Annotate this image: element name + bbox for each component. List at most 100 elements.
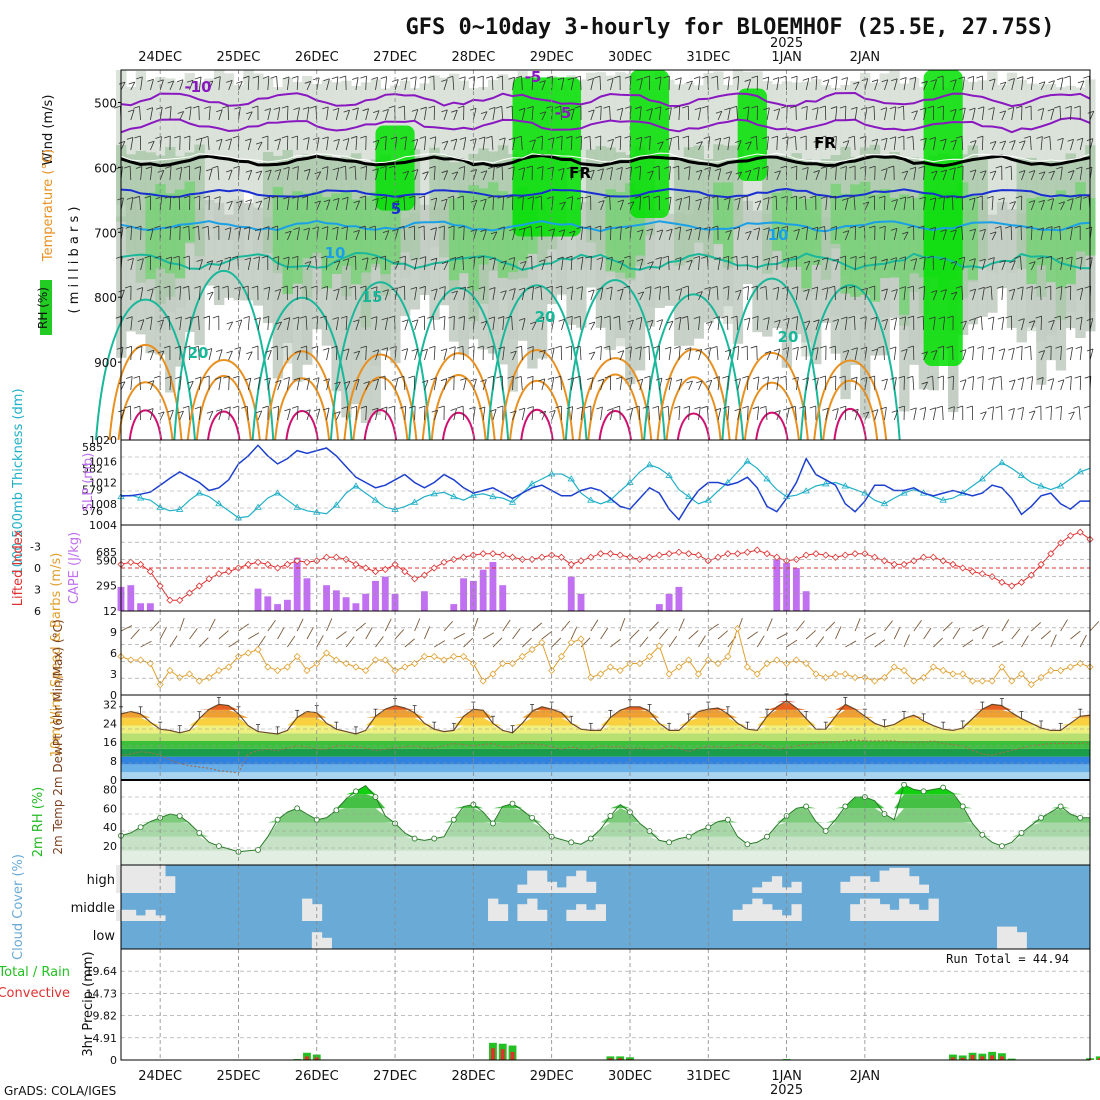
wind-barb-flag: [203, 315, 210, 319]
diurnal-temp-contour: [108, 343, 183, 441]
wind-barb-flag: [585, 255, 592, 259]
wind-barb-flag: [880, 406, 887, 410]
wind-barb: [844, 286, 848, 301]
wind-barb-flag: [310, 285, 318, 289]
wind-barb: [600, 346, 602, 361]
wind-barb: [923, 286, 926, 301]
wind-barb-flag: [547, 137, 555, 141]
wind-barb: [551, 410, 556, 421]
wind-barb-flag: [185, 106, 192, 110]
wind-barb-flag: [822, 318, 829, 322]
wind-barb: [1079, 166, 1083, 181]
wind-barb-flag: [1048, 319, 1055, 323]
wind-barb: [649, 320, 654, 331]
date-label-top: 2JAN: [850, 50, 881, 65]
wind-barb: [805, 377, 809, 391]
wind-barb: [531, 406, 534, 421]
wind-barb: [668, 197, 672, 211]
wind-barb: [482, 136, 486, 151]
wind-barb: [326, 347, 330, 361]
wind-barb-flag: [372, 349, 379, 353]
wind-barb: [305, 286, 308, 301]
wind-barb-10m: [1060, 619, 1068, 632]
wind-barb: [678, 288, 683, 301]
wind-barb-flag: [741, 345, 748, 349]
wind-barb-10m: [561, 620, 571, 632]
wind-barb: [776, 227, 780, 241]
wind-barb: [600, 106, 602, 121]
wind-barb: [452, 76, 455, 91]
wind-barb-flag: [192, 345, 199, 349]
wind-barb-flag: [352, 107, 359, 111]
wind-barb: [619, 260, 625, 271]
lifted-index-marker: [743, 548, 751, 556]
wind-barb-flag: [969, 169, 977, 173]
lifted-index-marker: [734, 550, 742, 558]
wind-barb: [277, 256, 280, 271]
lifted-index-marker: [714, 553, 722, 561]
wind-barb-flag: [340, 285, 347, 289]
wind-barb-flag: [419, 285, 426, 289]
wind-barb-flag: [182, 225, 189, 229]
precip-ytick: 19.64: [86, 965, 118, 978]
lifted-index-marker: [939, 557, 947, 565]
rh-shade-cell: [370, 217, 381, 416]
wind-barb-flag: [382, 289, 389, 292]
wind-barb-flag: [734, 289, 742, 293]
rh-shade-cell: [1045, 198, 1057, 283]
wind-barb: [923, 381, 928, 391]
wind-barb-flag: [782, 286, 789, 290]
wind-barb: [208, 168, 213, 181]
temp-fill-band: [121, 764, 1090, 773]
wind-barb: [531, 139, 536, 151]
wind-barb-flag: [510, 410, 517, 414]
lifted-index-marker: [283, 560, 291, 568]
wind-barb: [453, 316, 455, 331]
wind-barb: [227, 286, 230, 301]
diurnal-temp-contour: [578, 357, 653, 441]
freezing-level-contour: [120, 153, 1091, 168]
wind-barb: [217, 166, 220, 181]
wind-barb-flag: [146, 107, 153, 111]
wind-barb-flag: [800, 135, 807, 139]
wind-barb-flag: [1026, 285, 1033, 289]
wind-barb-flag: [858, 225, 865, 229]
wind-barb-flag: [939, 257, 946, 261]
wind-barb-flag: [359, 225, 366, 229]
wind-barb-flag: [950, 139, 957, 143]
wind-barb: [1050, 406, 1053, 421]
wind-barb-flag: [703, 136, 710, 140]
thickness-marker: [430, 490, 438, 497]
wind-barb-flag: [976, 135, 984, 139]
wind-speed-marker: [1057, 666, 1065, 675]
cape-axis-label: CAPE (J/kg): [67, 532, 82, 604]
wind-barb: [1078, 406, 1081, 421]
wind-barb: [179, 286, 182, 301]
wind-barb-10m: [688, 630, 699, 640]
wind-barb: [277, 107, 281, 121]
wind-barb: [893, 106, 897, 121]
wind-barb-flag: [704, 347, 711, 351]
wind-barb-10m: [287, 635, 296, 648]
wind-barb-flag: [652, 165, 660, 169]
wind-barb-flag: [460, 377, 467, 381]
wind-barb: [874, 348, 879, 361]
wind-barb-flag: [871, 409, 879, 413]
wind-barb-flag: [822, 79, 830, 83]
wind-barb: [590, 351, 596, 361]
wind-barb-flag: [1034, 405, 1041, 409]
wind-barb: [962, 379, 967, 391]
wind-barb-flag: [740, 195, 748, 199]
wind-barb: [179, 410, 184, 421]
wind-barb-flag: [829, 195, 836, 199]
wind-barb-flag: [1017, 406, 1024, 410]
wind-barb: [755, 136, 758, 151]
wind-barb-flag: [397, 225, 405, 229]
wind-speed-marker: [822, 673, 830, 682]
diurnal-temp-contour: [799, 284, 901, 441]
wind-barb: [854, 377, 858, 391]
wind-barb: [619, 108, 624, 121]
wind-barb-flag: [488, 107, 496, 110]
wind-barb-flag: [1075, 166, 1083, 170]
